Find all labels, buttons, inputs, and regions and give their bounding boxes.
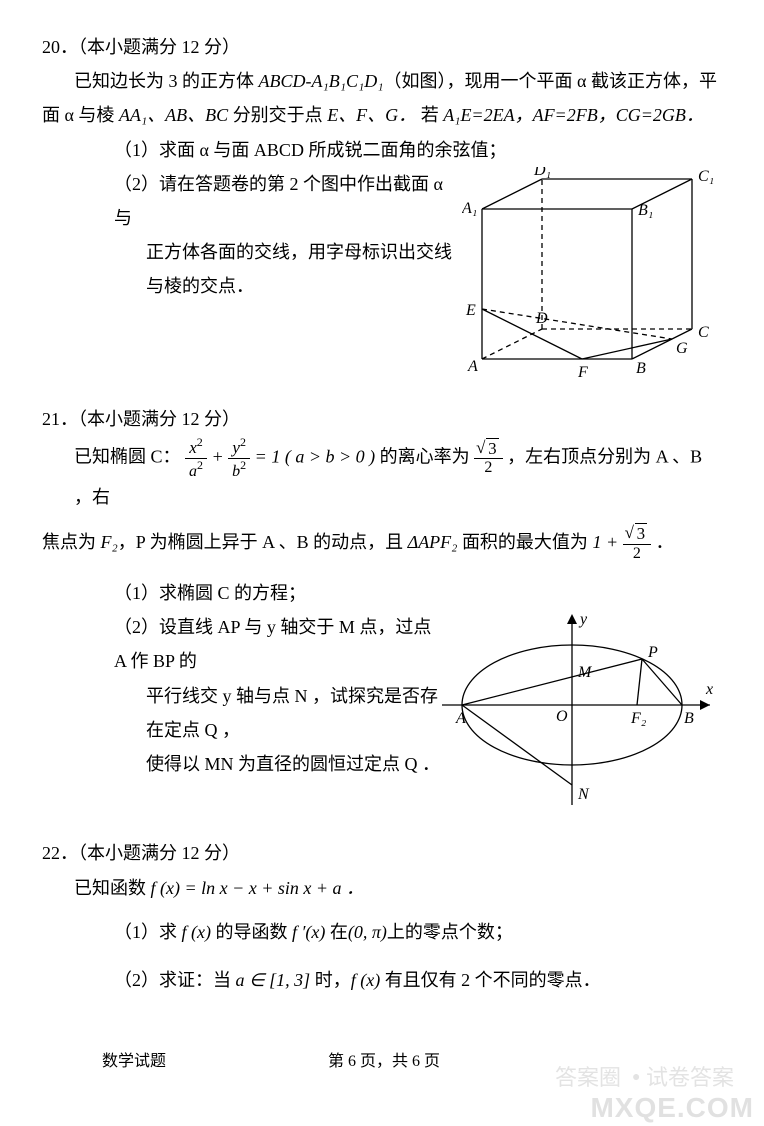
t: 在	[325, 922, 348, 942]
q21-figure: A B O F₂ P M Nx y	[442, 610, 722, 826]
t: E、F、G．	[327, 105, 416, 125]
q21-p2a: （2）设直线 AP 与 y 轴交于 M 点，过点 A 作 BP 的	[42, 610, 442, 678]
svg-text:F₂: F₂	[630, 710, 647, 727]
t: 的离心率为	[380, 446, 475, 466]
svg-text:C₁: C₁	[698, 168, 714, 185]
footer-right: 第 6 页，共 6 页	[328, 1047, 440, 1077]
svg-text:x: x	[705, 681, 713, 698]
t: （1）求	[114, 922, 182, 942]
t: ，P 为椭圆上异于 A 、B 的动点，且	[118, 532, 408, 552]
q20-p1: （1）求面 α 与面 ABCD 所成锐二面角的余弦值；	[42, 133, 722, 167]
q20-p2b: 正方体各面的交线，用字母标识出交线	[42, 235, 462, 269]
t: 若	[416, 105, 443, 125]
t: （如图），现用一个平面 α 截该正方体，平	[384, 71, 717, 91]
t: 面 α 与棱	[42, 105, 119, 125]
q21-p1: （1）求椭圆 C 的方程；	[42, 576, 722, 610]
t: 有且仅有 2 个不同的零点．	[380, 970, 601, 990]
t: f ′(x)	[292, 922, 325, 942]
q22-l1: 已知函数 f (x) = ln x − x + sin x + a ．	[42, 871, 722, 905]
svg-text:E: E	[465, 302, 476, 319]
t: f (x)	[351, 970, 380, 990]
q21-head: 21．（本小题满分 12 分）	[42, 402, 722, 436]
svg-text:A₁: A₁	[462, 200, 477, 217]
t: = 1	[255, 446, 281, 466]
svg-text:F: F	[577, 364, 588, 381]
t: 已知函数	[74, 878, 151, 898]
watermark: 答案圈 ● 试卷答案	[555, 1060, 734, 1092]
svg-text:B₁: B₁	[638, 202, 653, 219]
q20-l2: 面 α 与棱 AA₁、AB、BC 分别交于点 E、F、G． 若 A₁E=2EA，…	[42, 98, 722, 132]
svg-text:P: P	[647, 644, 658, 661]
q22-p2: （2）求证：当 a ∈ [1, 3] 时，f (x) 有且仅有 2 个不同的零点…	[42, 963, 722, 997]
t: ( a > b > 0 )	[285, 446, 375, 466]
watermark2: MXQE.COM	[590, 1092, 754, 1124]
q21-l2: 焦点为 F₂，P 为椭圆上异于 A 、B 的动点，且 ΔAPF₂ 面积的最大值为…	[42, 525, 722, 563]
q22-head: 22．（本小题满分 12 分）	[42, 836, 722, 870]
t: f (x) = ln x − x + sin x + a ．	[151, 878, 365, 898]
svg-text:A: A	[467, 358, 478, 375]
svg-text:A: A	[455, 710, 466, 727]
t: 面积的最大值为	[457, 532, 592, 552]
t: 时，	[310, 970, 351, 990]
q20-p2a: （2）请在答题卷的第 2 个图中作出截面 α 与	[42, 167, 462, 235]
svg-text:N: N	[577, 786, 590, 803]
q20-head: 20．（本小题满分 12 分）	[42, 30, 722, 64]
q21-p2c: 使得以 MN 为直径的圆恒过定点 Q ．	[42, 747, 442, 781]
t: f (x)	[182, 922, 211, 942]
q20-p2c: 与棱的交点．	[42, 269, 462, 303]
t: A₁E=2EA，AF=2FB，CG=2GB．	[443, 105, 704, 125]
svg-text:B: B	[684, 710, 694, 727]
svg-text:O: O	[556, 708, 568, 725]
t: 上的零点个数；	[387, 922, 513, 942]
q21-l1: 已知椭圆 C： x2a2 + y2b2 = 1 ( a > b > 0 ) 的离…	[42, 436, 722, 514]
t: ．	[656, 532, 674, 552]
t: (0, π)	[348, 922, 387, 942]
svg-text:D: D	[535, 310, 548, 327]
q20-l1: 已知边长为 3 的正方体 ABCD-A₁B₁C₁D₁（如图），现用一个平面 α …	[42, 64, 722, 98]
footer-left: 数学试题	[102, 1047, 166, 1077]
svg-text:M: M	[577, 664, 593, 681]
q22-p1: （1）求 f (x) 的导函数 f ′(x) 在(0, π)上的零点个数；	[42, 915, 722, 949]
t: 已知椭圆 C：	[74, 446, 181, 466]
cube: ABCD-A₁B₁C₁D₁	[259, 71, 384, 91]
q20-figure: A B C D A₁ B₁ C₁ D₁ E F G	[462, 167, 722, 398]
svg-text:D₁: D₁	[533, 167, 551, 179]
svg-text:G: G	[676, 340, 688, 357]
t: （2）求证：当	[114, 970, 236, 990]
t: 已知边长为 3 的正方体	[74, 71, 259, 91]
q21-p2b: 平行线交 y 轴与点 N ，试探究是否存在定点 Q ，	[42, 679, 442, 747]
svg-text:C: C	[698, 324, 709, 341]
t: 分别交于点	[228, 105, 327, 125]
svg-text:B: B	[636, 360, 646, 377]
t: 焦点为	[42, 532, 101, 552]
t: a ∈ [1, 3]	[236, 970, 311, 990]
t: AA₁、AB、BC	[119, 105, 228, 125]
t: 的导函数	[211, 922, 292, 942]
t: ΔAPF₂	[408, 532, 458, 552]
t: F₂	[101, 532, 118, 552]
svg-text:y: y	[578, 611, 588, 628]
